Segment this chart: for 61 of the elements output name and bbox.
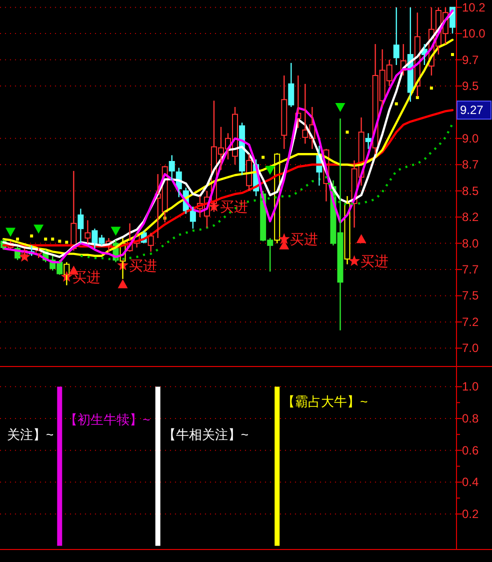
y-tick-label: 0.2 bbox=[462, 506, 480, 521]
y-tick-label: 10.2 bbox=[462, 0, 486, 14]
point bbox=[356, 234, 366, 244]
data-label: 买进 bbox=[360, 253, 388, 270]
y-tick-label: 8.2 bbox=[462, 210, 480, 224]
point bbox=[265, 166, 276, 175]
price-tag: 9.27 bbox=[456, 100, 492, 120]
point bbox=[16, 238, 20, 241]
y-tick-label: 9.7 bbox=[462, 52, 480, 67]
y-tick-label: 8.0 bbox=[462, 236, 480, 250]
y-tick-label: 9.5 bbox=[462, 78, 480, 93]
y-tick-label: 1.0 bbox=[462, 380, 480, 394]
point bbox=[58, 240, 62, 243]
point bbox=[346, 130, 349, 134]
candlestick bbox=[98, 234, 105, 246]
point bbox=[30, 234, 34, 238]
point bbox=[450, 53, 454, 56]
y-tick-label: 0.6 bbox=[462, 443, 480, 458]
point bbox=[279, 240, 290, 250]
y-tick-label: 0.8 bbox=[462, 412, 480, 426]
data-label: 买进 bbox=[290, 231, 318, 248]
point bbox=[416, 96, 419, 100]
y-tick-label: 8.7 bbox=[462, 158, 480, 172]
y-tick-label: 0.4 bbox=[462, 475, 480, 490]
candlestick bbox=[344, 196, 350, 265]
y-tick-label: 7.0 bbox=[462, 341, 480, 356]
y-tick-label: 7.7 bbox=[462, 262, 480, 277]
y-tick-label: 7.5 bbox=[462, 288, 480, 303]
annotation: 【初生牛犊】~ bbox=[64, 412, 151, 428]
candlestick bbox=[84, 220, 91, 244]
point bbox=[262, 156, 265, 159]
point bbox=[335, 102, 346, 112]
candlestick bbox=[148, 232, 154, 252]
point bbox=[34, 224, 44, 234]
candlestick bbox=[379, 48, 386, 108]
annotation: 【霸占大牛】~ bbox=[282, 394, 368, 410]
data-label: 买进 bbox=[220, 198, 248, 215]
y-tick-label: 9.0 bbox=[462, 131, 480, 146]
candlestick bbox=[92, 228, 98, 250]
annotation: 关注】~ bbox=[7, 427, 54, 442]
point bbox=[394, 102, 398, 106]
y-tick-label: 7.2 bbox=[462, 314, 480, 329]
candlestick bbox=[337, 118, 344, 331]
candlestick bbox=[302, 83, 308, 144]
point bbox=[278, 233, 290, 244]
point bbox=[18, 250, 30, 262]
point bbox=[65, 240, 68, 244]
point bbox=[110, 226, 121, 236]
point bbox=[118, 279, 128, 288]
point bbox=[430, 86, 433, 90]
point bbox=[348, 255, 360, 266]
point bbox=[6, 228, 16, 237]
y-tick-label: 8.5 bbox=[462, 184, 480, 198]
point bbox=[44, 238, 48, 241]
annotation: 【牛相关注】~ bbox=[162, 427, 249, 442]
candlestick bbox=[218, 126, 224, 170]
candlestick bbox=[78, 208, 84, 244]
data-label: 买进 bbox=[128, 257, 157, 274]
point bbox=[51, 238, 54, 241]
candlestick bbox=[281, 74, 288, 150]
y-tick-label: 10.0 bbox=[462, 26, 486, 41]
